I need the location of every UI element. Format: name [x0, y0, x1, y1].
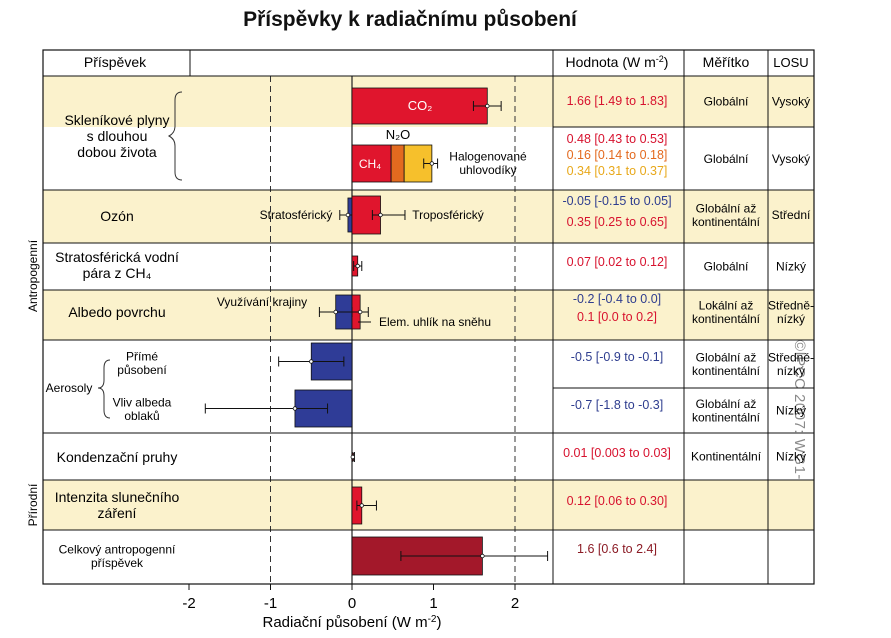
value-text: 0.35 [0.25 to 0.65] [567, 215, 668, 229]
value-text: 0.48 [0.43 to 0.53] [567, 132, 668, 146]
losu-text: Střední [772, 208, 811, 222]
row-band [43, 290, 814, 340]
x-tick-label: 0 [348, 595, 356, 612]
losu-text: Nízký [776, 450, 806, 464]
aerosol-group-label: Aerosoly [46, 381, 93, 395]
bar-point [359, 503, 364, 508]
tropospheric-label: Troposférický [412, 208, 484, 222]
row-band [43, 190, 814, 243]
scale-text: kontinentální [692, 215, 761, 229]
group-label-anthropogenic: Antropogenní [26, 239, 40, 312]
bar-point [350, 454, 356, 460]
losu-text: nízký [777, 364, 805, 378]
row-label: příspěvek [91, 556, 144, 570]
losu-text: Vysoký [772, 95, 810, 109]
bar-point [357, 309, 363, 315]
bar-point [355, 263, 360, 269]
co2-label: CO₂ [408, 98, 433, 113]
x-axis-label: Radiační působení (W m-2) [263, 614, 442, 632]
row-label: Kondenzační pruhy [57, 449, 178, 465]
header-losu: LOSU [773, 55, 808, 70]
ch4-label: CH₄ [359, 157, 381, 171]
row-label: dobou života [77, 144, 157, 160]
bar-co- [351, 87, 488, 125]
page-title: Příspěvky k radiačnímu působení [243, 8, 577, 31]
scale-text: kontinentální [692, 312, 761, 326]
row-label: pára z CH₄ [83, 265, 152, 281]
scale-text: Globální až [696, 397, 757, 411]
header-value: Hodnota (W m-2) [566, 54, 669, 70]
losu-text: Nízký [776, 404, 806, 418]
row-label: Celkový antropogenní [59, 542, 176, 556]
halocarbon-label: Halogenované [449, 149, 527, 163]
value-text: 0.01 [0.003 to 0.03] [563, 446, 671, 460]
bar-point [378, 212, 383, 218]
x-tick-label: -2 [182, 595, 195, 612]
losu-text: Vysoký [772, 152, 810, 166]
value-text: 0.07 [0.02 to 0.12] [567, 255, 668, 269]
n2o-label: N₂O [386, 127, 411, 142]
value-text: 1.6 [0.6 to 2.4] [577, 542, 657, 556]
black-carbon-label: Elem. uhlík na sněhu [379, 315, 491, 329]
bar-n-o [390, 144, 405, 183]
bar-point [429, 161, 435, 166]
header-component: Příspěvek [84, 54, 147, 70]
value-text: -0.5 [-0.9 to -0.1] [571, 350, 663, 364]
aerosol-direct-label: působení [117, 363, 167, 377]
row-label: Albedo povrchu [68, 304, 165, 320]
aerosol-brace [97, 359, 111, 419]
aerosol-cloud-label: oblaků [124, 409, 159, 423]
bar-point [345, 212, 351, 218]
losu-text: Středně- [768, 350, 814, 364]
aerosol-direct-label: Přímé [126, 349, 158, 363]
bar-point [485, 103, 490, 109]
row-label: s dlouhou [87, 128, 148, 144]
land-use-label: Využívání krajiny [217, 295, 307, 309]
value-text: 0.1 [0.0 to 0.2] [577, 310, 657, 324]
stratospheric-label: Stratosférický [260, 208, 333, 222]
bar-point [333, 309, 338, 315]
row-label: Stratosférická vodní [55, 249, 179, 265]
halocarbon-label: uhlovodíky [459, 163, 516, 177]
scale-text: Globální až [696, 201, 757, 215]
scale-text: Lokální až [699, 298, 754, 312]
bar-point [292, 406, 298, 411]
scale-text: Globální až [696, 350, 757, 364]
losu-text: Středně- [768, 298, 814, 312]
scale-text: Globální [704, 95, 749, 109]
bar-point [480, 553, 485, 559]
row-label: Skleníkové plyny [64, 112, 169, 128]
brace [167, 91, 183, 181]
scale-text: Globální [704, 152, 749, 166]
value-text: -0.7 [-1.8 to -0.3] [571, 398, 663, 412]
scale-text: kontinentální [692, 411, 761, 425]
aerosol-cloud-label: Vliv albeda [113, 395, 172, 409]
row-label: Ozón [100, 208, 133, 224]
row-band [43, 480, 814, 530]
losu-text: nízký [777, 312, 805, 326]
value-text: 0.16 [0.14 to 0.18] [567, 148, 668, 162]
row-label: záření [98, 505, 137, 521]
value-text: -0.05 [-0.15 to 0.05] [562, 194, 671, 208]
x-tick-label: -1 [264, 595, 277, 612]
value-text: -0.2 [-0.4 to 0.0] [573, 292, 661, 306]
value-text: 0.34 [0.31 to 0.37] [567, 164, 668, 178]
x-tick-label: 1 [429, 595, 437, 612]
scale-text: Kontinentální [691, 450, 762, 464]
scale-text: Globální [704, 260, 749, 274]
value-text: 1.66 [1.49 to 1.83] [567, 94, 668, 108]
x-tick-label: 2 [511, 595, 519, 612]
row-label: Intenzita slunečního [55, 489, 180, 505]
value-text: 0.12 [0.06 to 0.30] [567, 494, 668, 508]
group-label-natural: Přírodní [26, 483, 40, 526]
scale-text: kontinentální [692, 364, 761, 378]
losu-text: Nízký [776, 260, 806, 274]
bar-point [309, 359, 314, 364]
header-scale: Měřítko [703, 54, 750, 70]
